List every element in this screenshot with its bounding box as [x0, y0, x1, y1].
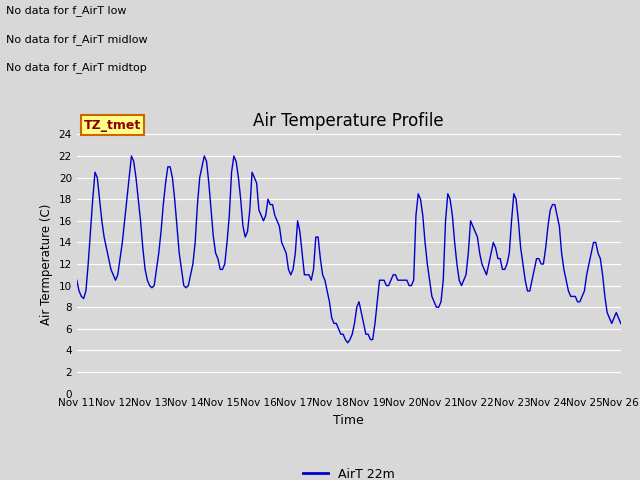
Text: TZ_tmet: TZ_tmet: [84, 119, 141, 132]
Y-axis label: Air Termperature (C): Air Termperature (C): [40, 204, 53, 324]
Legend: AirT 22m: AirT 22m: [298, 463, 399, 480]
X-axis label: Time: Time: [333, 414, 364, 427]
Text: No data for f_AirT midlow: No data for f_AirT midlow: [6, 34, 148, 45]
Text: No data for f_AirT low: No data for f_AirT low: [6, 5, 127, 16]
Title: Air Temperature Profile: Air Temperature Profile: [253, 112, 444, 130]
Text: No data for f_AirT midtop: No data for f_AirT midtop: [6, 62, 147, 73]
